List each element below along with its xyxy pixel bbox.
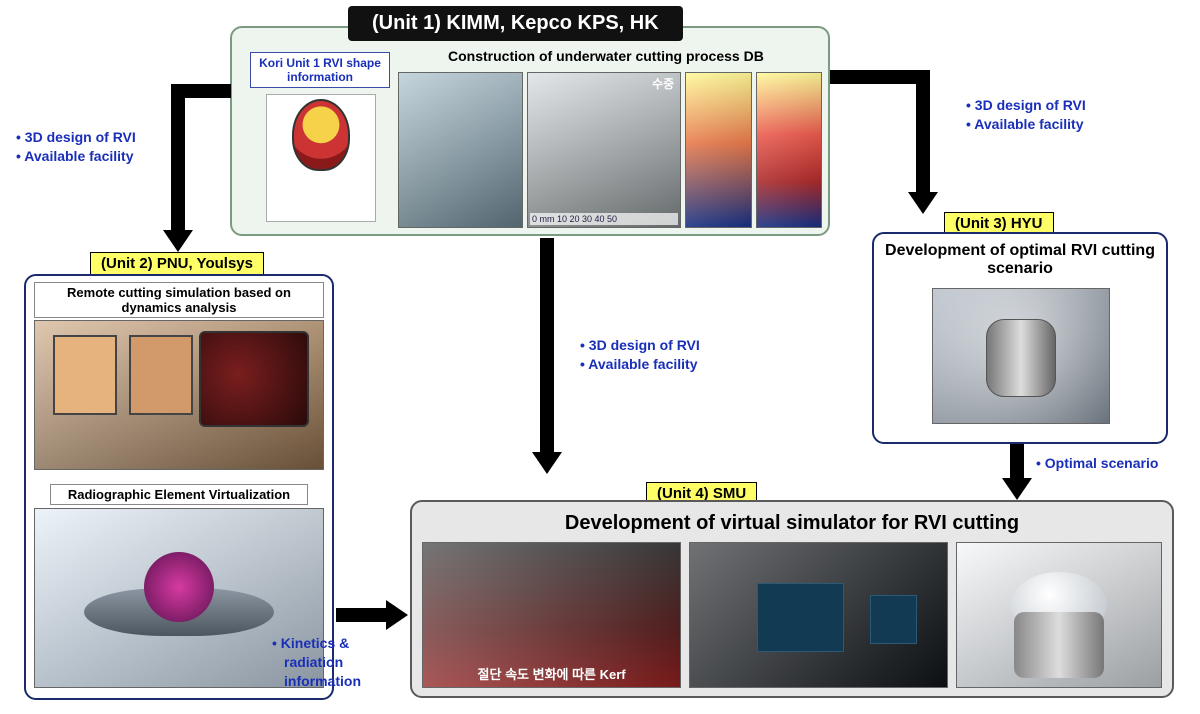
unit1-img-bubbles [398, 72, 523, 228]
unit3-img [932, 288, 1110, 424]
unit1-img-thermal1 [685, 72, 751, 228]
annot-mid: 3D design of RVI Available facility [580, 336, 700, 374]
unit4-title: Development of virtual simulator for RVI… [410, 512, 1174, 535]
unit1-rvi-illustration [266, 94, 376, 222]
annot-left-top: 3D design of RVI Available facility [16, 128, 136, 166]
unit4-img2 [689, 542, 948, 688]
unit2-sub2: Radiographic Element Virtualization [50, 484, 308, 505]
unit2-tag: (Unit 2) PNU, Youlsys [90, 252, 264, 275]
unit2-sub1: Remote cutting simulation based on dynam… [34, 282, 324, 318]
annot-bottom: Kinetics & radiation information [272, 634, 361, 691]
annot-right-mid: Optimal scenario [1036, 454, 1158, 473]
unit4-img3 [956, 542, 1162, 688]
unit2-img-sim [34, 320, 324, 470]
unit1-img-thermal2 [756, 72, 822, 228]
unit1-right-caption: Construction of underwater cutting proce… [448, 48, 764, 64]
unit1-header: (Unit 1) KIMM, Kepco KPS, HK [348, 6, 683, 41]
unit4-img1: 절단 속도 변화에 따른 Kerf [422, 542, 681, 688]
unit4-image-row: 절단 속도 변화에 따른 Kerf [422, 542, 1162, 688]
unit1-left-caption: Kori Unit 1 RVI shape information [250, 52, 390, 88]
annot-right-top: 3D design of RVI Available facility [966, 96, 1086, 134]
unit3-title: Development of optimal RVI cutting scena… [878, 242, 1162, 278]
unit1-img-cut-sample: 수중 0 mm 10 20 30 40 50 [527, 72, 681, 228]
unit1-image-row: 수중 0 mm 10 20 30 40 50 [398, 72, 822, 228]
